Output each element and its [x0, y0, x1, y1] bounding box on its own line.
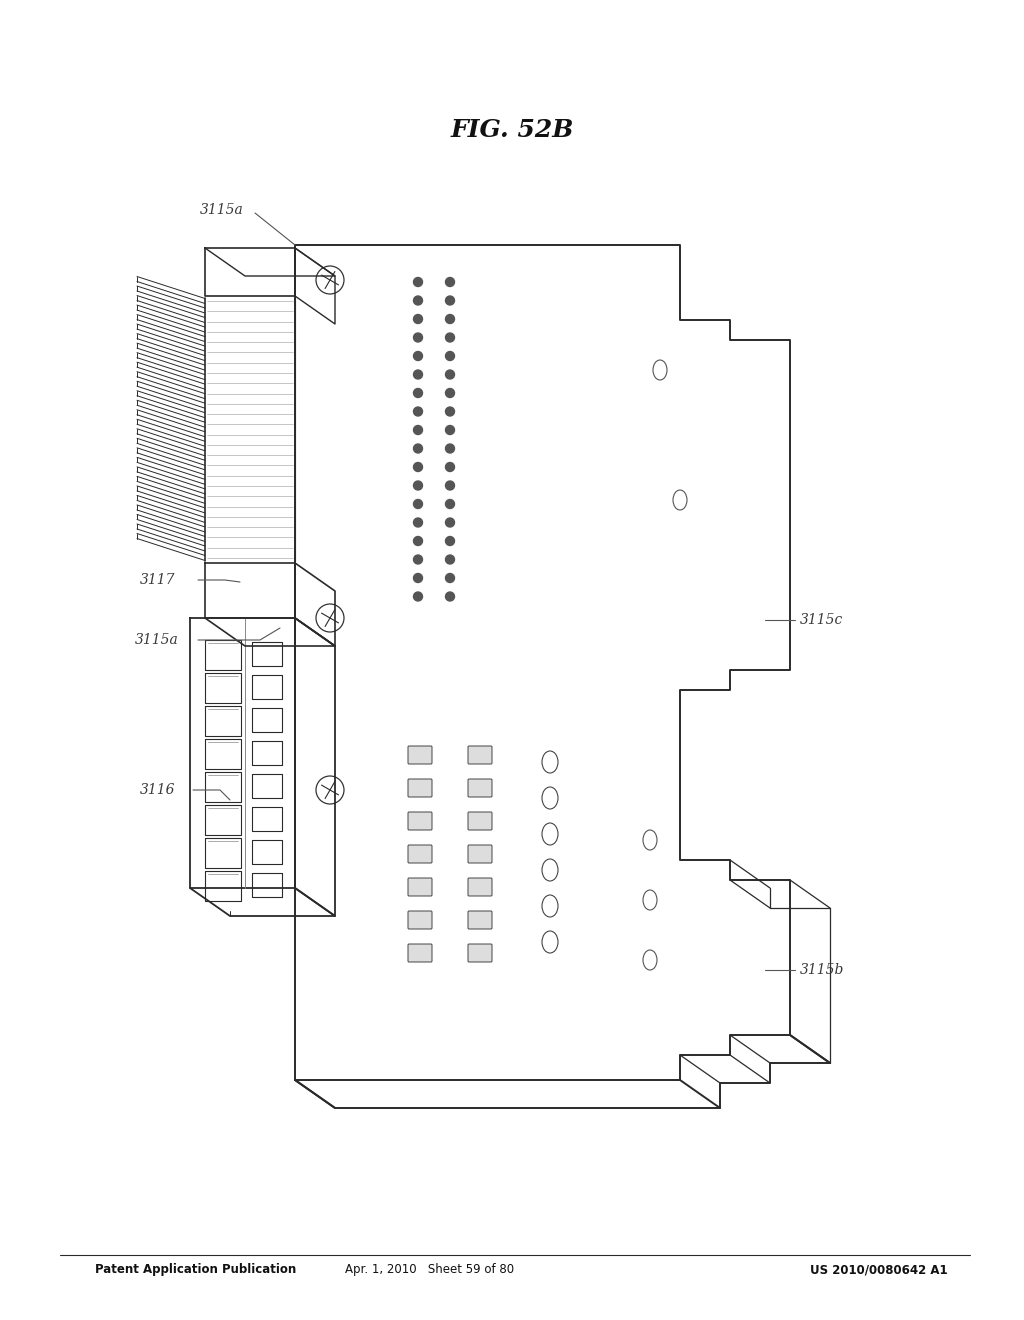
Circle shape: [445, 333, 455, 342]
Text: US 2010/0080642 A1: US 2010/0080642 A1: [810, 1263, 947, 1276]
FancyBboxPatch shape: [468, 779, 492, 797]
Circle shape: [445, 573, 455, 582]
Circle shape: [414, 351, 423, 360]
FancyBboxPatch shape: [468, 812, 492, 830]
Circle shape: [445, 388, 455, 397]
Circle shape: [414, 480, 423, 490]
Circle shape: [414, 573, 423, 582]
FancyBboxPatch shape: [408, 845, 432, 863]
Circle shape: [414, 388, 423, 397]
Circle shape: [445, 425, 455, 434]
Text: FIG. 52B: FIG. 52B: [451, 117, 573, 143]
FancyBboxPatch shape: [408, 779, 432, 797]
Circle shape: [445, 351, 455, 360]
FancyBboxPatch shape: [468, 746, 492, 764]
Circle shape: [445, 536, 455, 545]
Circle shape: [445, 277, 455, 286]
Circle shape: [414, 536, 423, 545]
Circle shape: [445, 370, 455, 379]
FancyBboxPatch shape: [408, 746, 432, 764]
FancyBboxPatch shape: [408, 812, 432, 830]
Circle shape: [414, 277, 423, 286]
Circle shape: [445, 444, 455, 453]
Circle shape: [414, 517, 423, 527]
Text: 3115c: 3115c: [800, 612, 843, 627]
Circle shape: [414, 370, 423, 379]
Circle shape: [414, 333, 423, 342]
Text: 3115b: 3115b: [800, 964, 845, 977]
Circle shape: [414, 296, 423, 305]
Text: 3117: 3117: [140, 573, 175, 587]
Circle shape: [414, 444, 423, 453]
Text: 3115a: 3115a: [135, 634, 179, 647]
FancyBboxPatch shape: [408, 878, 432, 896]
Text: Apr. 1, 2010   Sheet 59 of 80: Apr. 1, 2010 Sheet 59 of 80: [345, 1263, 515, 1276]
Circle shape: [414, 462, 423, 471]
Circle shape: [414, 591, 423, 601]
Circle shape: [445, 480, 455, 490]
Circle shape: [445, 591, 455, 601]
Circle shape: [445, 462, 455, 471]
Circle shape: [445, 407, 455, 416]
Circle shape: [445, 517, 455, 527]
Circle shape: [445, 554, 455, 564]
FancyBboxPatch shape: [468, 911, 492, 929]
Circle shape: [445, 499, 455, 508]
FancyBboxPatch shape: [408, 911, 432, 929]
Circle shape: [414, 554, 423, 564]
Circle shape: [414, 499, 423, 508]
Circle shape: [445, 314, 455, 323]
Text: Patent Application Publication: Patent Application Publication: [95, 1263, 296, 1276]
Circle shape: [414, 425, 423, 434]
Circle shape: [414, 314, 423, 323]
FancyBboxPatch shape: [468, 845, 492, 863]
Circle shape: [445, 296, 455, 305]
Circle shape: [414, 407, 423, 416]
FancyBboxPatch shape: [468, 944, 492, 962]
FancyBboxPatch shape: [468, 878, 492, 896]
Text: 3115a: 3115a: [200, 203, 244, 216]
FancyBboxPatch shape: [408, 944, 432, 962]
Text: 3116: 3116: [140, 783, 175, 797]
